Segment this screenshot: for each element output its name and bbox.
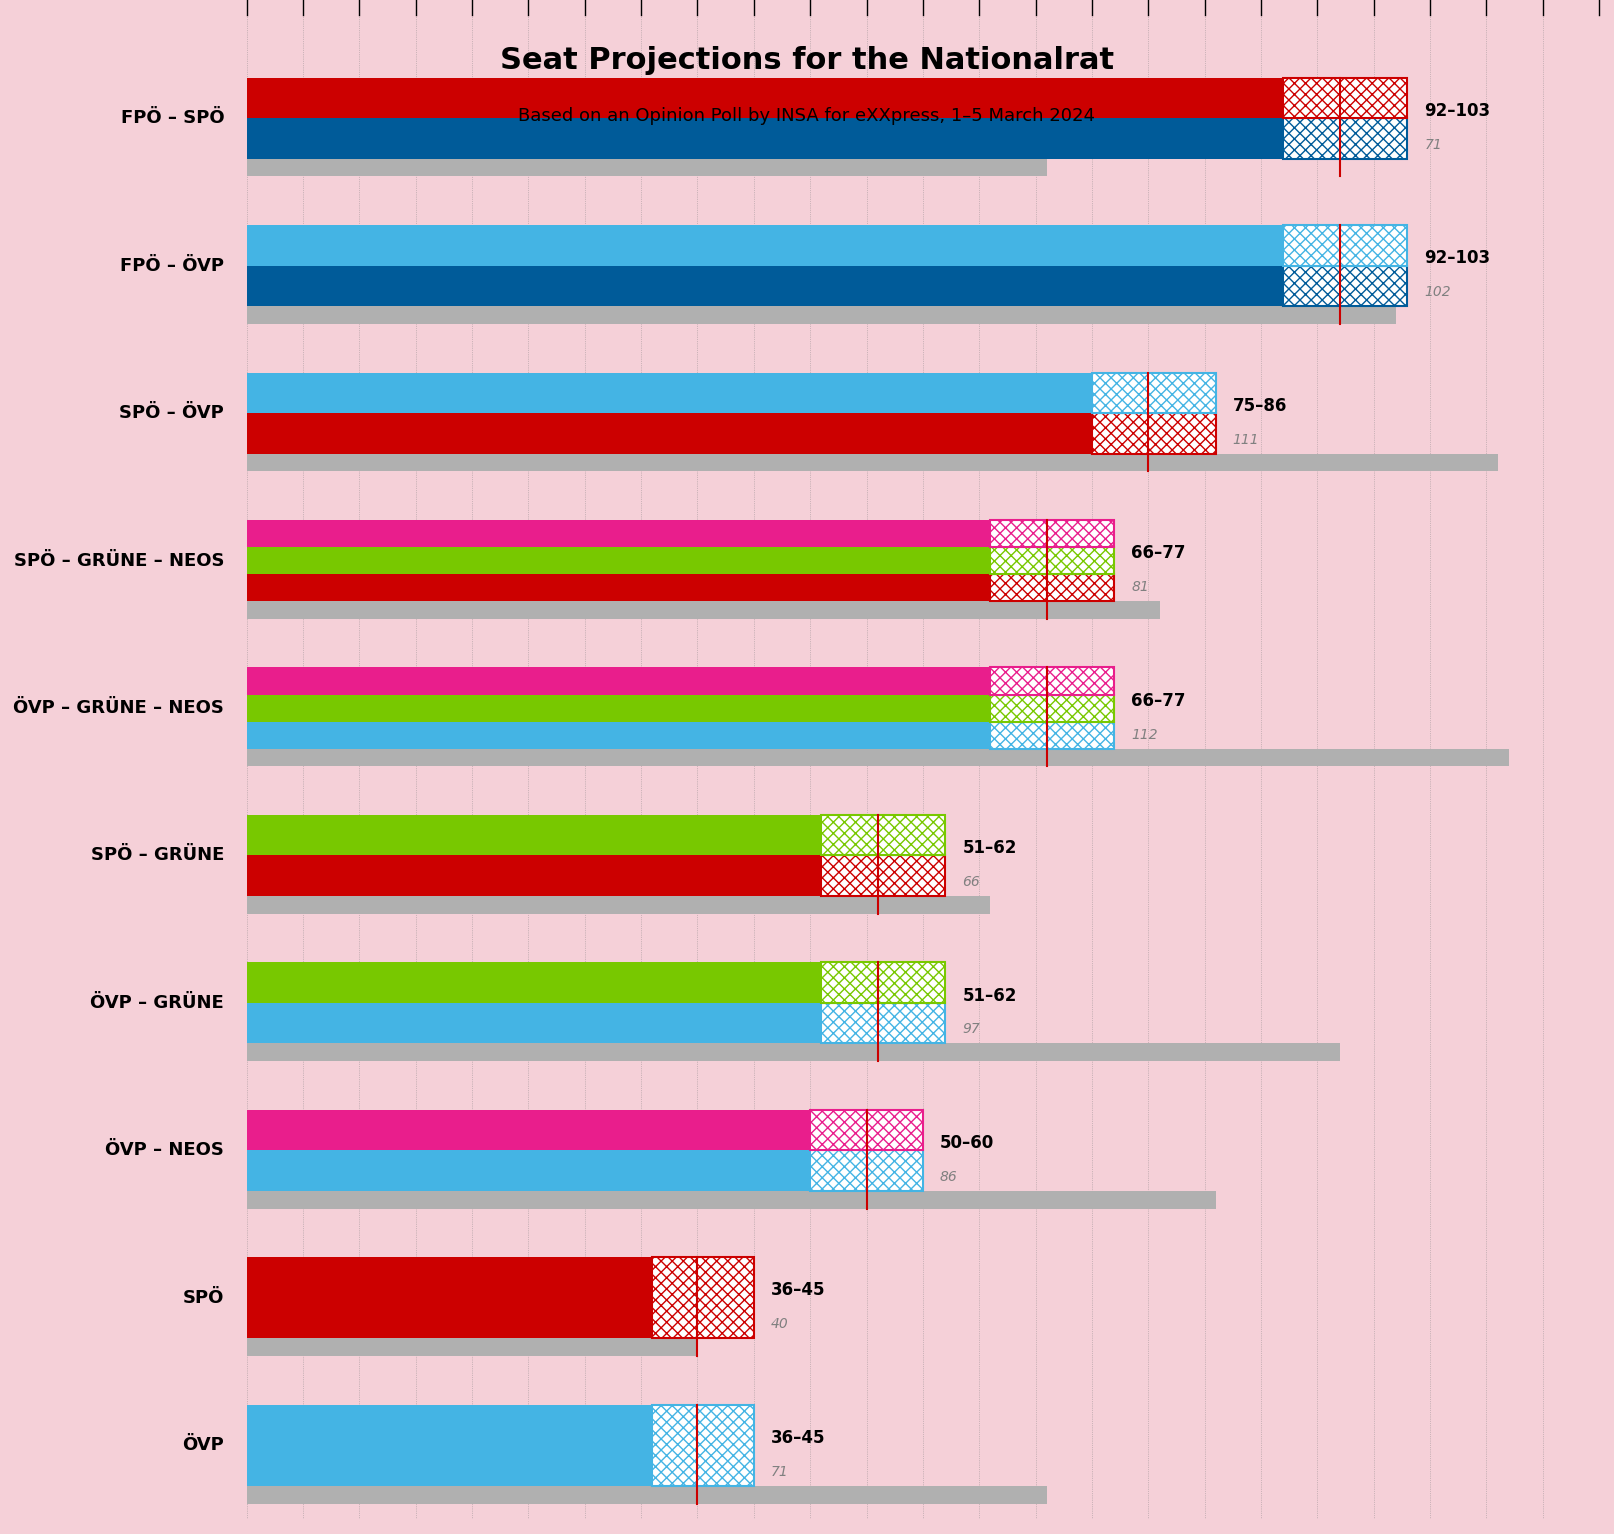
Bar <box>247 1109 810 1150</box>
Bar <box>247 856 822 896</box>
Bar <box>247 695 991 721</box>
Text: SPÖ – ÖVP: SPÖ – ÖVP <box>119 403 224 422</box>
Text: 51–62: 51–62 <box>962 986 1017 1005</box>
Bar <box>991 695 1114 721</box>
Text: 92–103: 92–103 <box>1424 101 1490 120</box>
Bar <box>247 1486 1047 1503</box>
Bar <box>247 78 1283 118</box>
Text: 40: 40 <box>771 1318 789 1332</box>
Bar <box>247 158 1047 176</box>
Bar <box>822 815 946 856</box>
Bar <box>247 1190 1215 1209</box>
Text: 112: 112 <box>1131 727 1157 741</box>
Text: ÖVP – NEOS: ÖVP – NEOS <box>105 1141 224 1160</box>
Bar <box>247 815 822 856</box>
Bar <box>822 856 946 896</box>
Bar <box>1283 78 1407 118</box>
Bar <box>247 265 1283 307</box>
Bar <box>247 1150 810 1190</box>
Text: 102: 102 <box>1424 285 1451 299</box>
Bar <box>991 667 1114 695</box>
Bar <box>247 1338 697 1356</box>
Text: SPÖ – GRÜNE: SPÖ – GRÜNE <box>90 847 224 865</box>
Bar <box>247 667 991 695</box>
Bar <box>247 1405 652 1486</box>
Text: FPÖ – SPÖ: FPÖ – SPÖ <box>121 109 224 127</box>
Bar <box>810 1109 923 1150</box>
Text: 36–45: 36–45 <box>771 1428 825 1447</box>
Text: 66–77: 66–77 <box>1131 545 1186 561</box>
Bar <box>822 962 946 1003</box>
Bar <box>1283 118 1407 158</box>
Bar <box>247 1003 822 1043</box>
Text: 92–103: 92–103 <box>1424 250 1490 267</box>
Bar <box>247 225 1283 265</box>
Text: 66–77: 66–77 <box>1131 692 1186 710</box>
Bar <box>652 1258 754 1338</box>
Text: 51–62: 51–62 <box>962 839 1017 858</box>
Bar <box>247 721 991 749</box>
Bar <box>822 1003 946 1043</box>
Text: 75–86: 75–86 <box>1233 397 1286 414</box>
Bar <box>247 548 991 574</box>
Bar <box>1283 225 1407 265</box>
Text: 81: 81 <box>1131 580 1149 594</box>
Bar <box>247 1043 1340 1062</box>
Text: 86: 86 <box>939 1170 957 1184</box>
Bar <box>652 1405 754 1486</box>
Bar <box>247 413 1093 454</box>
Text: Seat Projections for the Nationalrat: Seat Projections for the Nationalrat <box>500 46 1114 75</box>
Text: 71: 71 <box>771 1465 789 1479</box>
Bar <box>810 1150 923 1190</box>
Text: 50–60: 50–60 <box>939 1134 994 1152</box>
Text: FPÖ – ÖVP: FPÖ – ÖVP <box>119 256 224 275</box>
Bar <box>247 962 822 1003</box>
Bar <box>247 454 1498 471</box>
Bar <box>1093 413 1215 454</box>
Bar <box>247 574 991 601</box>
Text: 36–45: 36–45 <box>771 1281 825 1299</box>
Text: ÖVP – GRÜNE – NEOS: ÖVP – GRÜNE – NEOS <box>13 700 224 716</box>
Bar <box>1093 373 1215 413</box>
Bar <box>247 896 991 914</box>
Bar <box>991 721 1114 749</box>
Bar <box>247 1258 652 1338</box>
Text: 71: 71 <box>1424 138 1441 152</box>
Text: SPÖ: SPÖ <box>182 1289 224 1307</box>
Text: 66: 66 <box>962 874 980 890</box>
Text: 111: 111 <box>1233 433 1259 446</box>
Text: SPÖ – GRÜNE – NEOS: SPÖ – GRÜNE – NEOS <box>13 552 224 569</box>
Bar <box>991 574 1114 601</box>
Bar <box>247 307 1396 324</box>
Bar <box>1283 265 1407 307</box>
Bar <box>247 373 1093 413</box>
Bar <box>247 118 1283 158</box>
Text: Based on an Opinion Poll by INSA for eXXpress, 1–5 March 2024: Based on an Opinion Poll by INSA for eXX… <box>518 107 1096 126</box>
Bar <box>991 520 1114 548</box>
Bar <box>247 601 1159 618</box>
Text: 97: 97 <box>962 1023 980 1037</box>
Bar <box>991 548 1114 574</box>
Text: ÖVP: ÖVP <box>182 1436 224 1454</box>
Bar <box>247 749 1509 767</box>
Bar <box>247 520 991 548</box>
Text: ÖVP – GRÜNE: ÖVP – GRÜNE <box>90 994 224 1012</box>
